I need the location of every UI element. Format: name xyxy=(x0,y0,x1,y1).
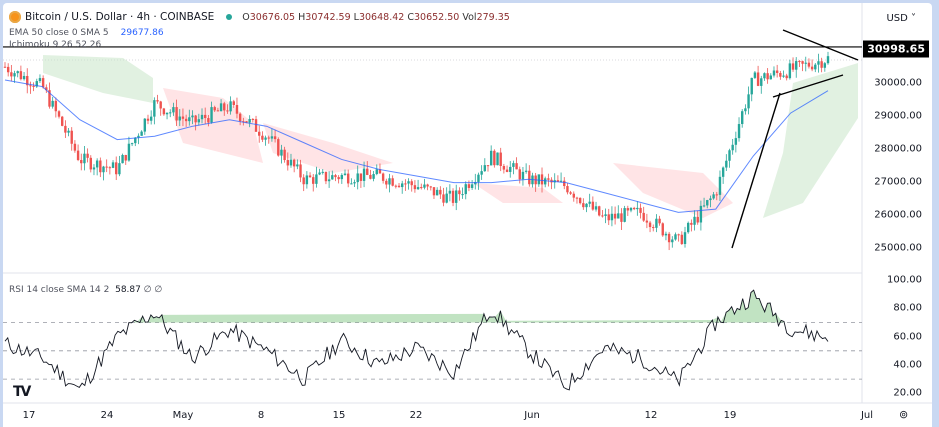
time-label: 15 xyxy=(332,410,346,421)
market-status-dot-icon xyxy=(226,14,233,20)
chart-settings-icon[interactable]: ⊚ xyxy=(899,408,909,421)
price-label: 25000.00 xyxy=(874,242,922,254)
rsi-label: 40.00 xyxy=(893,359,922,371)
price-label: 27000.00 xyxy=(874,176,922,188)
time-label: 8 xyxy=(257,410,265,421)
time-label: 22 xyxy=(409,410,423,421)
time-label: 19 xyxy=(723,410,737,421)
time-axis[interactable]: 17 24 May 8 15 22 Jun 12 19 Jul xyxy=(3,406,873,426)
time-label: Jun xyxy=(524,410,540,421)
time-label: 12 xyxy=(644,410,658,421)
time-label: 24 xyxy=(100,410,114,421)
currency-dropdown[interactable]: USD ˅ xyxy=(886,13,916,24)
rsi-indicator-legend[interactable]: RSI 14 close SMA 14 2 58.87 ∅ ∅ xyxy=(9,285,163,295)
time-label: May xyxy=(172,410,194,421)
rsi-label: 80.00 xyxy=(893,302,922,314)
price-label: 28000.00 xyxy=(874,143,922,155)
symbol-title[interactable]: Bitcoin / U.S. Dollar · 4h · COINBASE xyxy=(25,11,215,23)
bitcoin-icon xyxy=(9,11,21,23)
price-label: 26000.00 xyxy=(874,209,922,221)
chart-legend: Bitcoin / U.S. Dollar · 4h · COINBASE O3… xyxy=(9,10,510,50)
rsi-label: 60.00 xyxy=(893,331,922,343)
price-label: 30000.00 xyxy=(874,77,922,89)
time-label: Jul xyxy=(860,410,874,421)
ema-indicator-legend[interactable]: EMA 50 close 0 SMA 5 29677.86 xyxy=(9,28,164,38)
price-axis[interactable]: 30000.00 29000.00 28000.00 27000.00 2600… xyxy=(860,3,932,403)
time-label: 17 xyxy=(22,410,36,421)
ichimoku-indicator-legend[interactable]: Ichimoku 9 26 52 26 xyxy=(9,40,102,50)
chart-frame: Bitcoin / U.S. Dollar · 4h · COINBASE O3… xyxy=(3,3,932,427)
ema-value: 29677.86 xyxy=(120,28,164,38)
price-chart-canvas[interactable] xyxy=(3,3,932,427)
rsi-value: 58.87 xyxy=(115,285,141,295)
rsi-label: 20.00 xyxy=(893,387,922,399)
horizontal-line-price-tag[interactable]: 30998.65 xyxy=(863,40,929,58)
price-label: 29000.00 xyxy=(874,110,922,122)
ohlc-values: O30676.05 H30742.59 L30648.42 C30652.50 … xyxy=(242,11,510,23)
tradingview-logo[interactable]: TV xyxy=(13,384,31,400)
rsi-label: 100.00 xyxy=(887,274,922,286)
